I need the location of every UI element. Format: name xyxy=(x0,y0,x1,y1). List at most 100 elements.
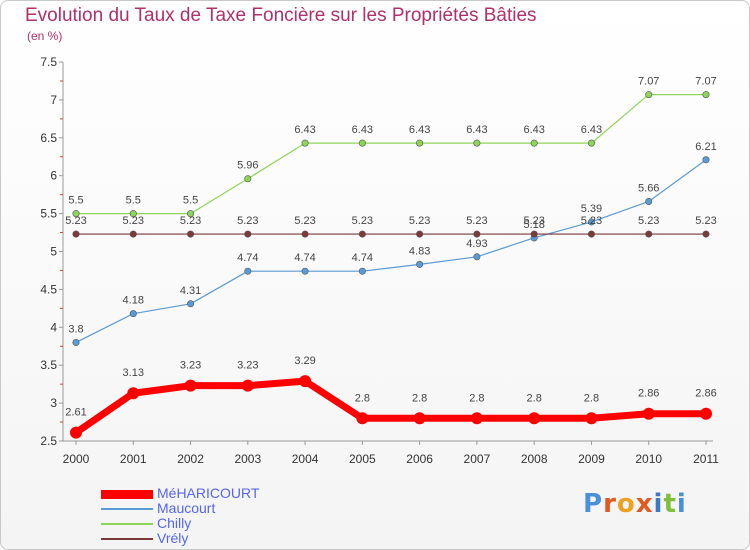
data-label: 5.96 xyxy=(237,160,258,172)
data-point xyxy=(702,156,710,164)
data-point xyxy=(470,412,483,425)
data-label: 2.8 xyxy=(584,392,599,404)
data-point xyxy=(585,412,598,425)
data-point xyxy=(530,139,538,147)
data-point xyxy=(473,139,481,147)
data-point xyxy=(702,91,710,99)
data-label: 5.5 xyxy=(183,195,198,207)
legend-label: Maucourt xyxy=(157,500,216,516)
x-tick-label: 2009 xyxy=(578,452,605,466)
y-tick-label: 6 xyxy=(50,169,57,183)
data-point xyxy=(358,267,366,275)
data-point xyxy=(301,267,309,275)
data-label: 5.23 xyxy=(638,215,659,227)
data-point xyxy=(127,387,140,400)
x-tick-label: 2002 xyxy=(177,452,204,466)
legend-label: Chilly xyxy=(157,515,192,531)
data-label: 6.43 xyxy=(581,124,602,136)
data-label: 5.23 xyxy=(523,215,544,227)
data-label: 2.86 xyxy=(638,388,659,400)
data-point xyxy=(413,412,426,425)
data-label: 2.8 xyxy=(469,392,484,404)
data-label: 5.39 xyxy=(581,203,602,215)
y-tick-label: 4 xyxy=(50,320,57,334)
x-tick-label: 2011 xyxy=(693,452,719,466)
data-label: 4.31 xyxy=(180,285,201,297)
data-point xyxy=(530,230,538,238)
y-tick-label: 4.5 xyxy=(40,282,57,296)
y-tick-label: 7.5 xyxy=(40,55,57,69)
data-label: 5.66 xyxy=(638,182,659,194)
data-label: 4.83 xyxy=(409,245,430,257)
data-label: 5.23 xyxy=(180,215,201,227)
data-label: 6.43 xyxy=(466,124,487,136)
chart-subtitle: (en %) xyxy=(27,29,63,43)
y-tick-label: 3.5 xyxy=(40,358,57,372)
data-point xyxy=(645,230,653,238)
data-point xyxy=(587,218,595,226)
data-label: 5.23 xyxy=(466,215,487,227)
y-tick-label: 5.5 xyxy=(40,207,57,221)
data-point xyxy=(416,260,424,268)
y-tick-label: 2.5 xyxy=(40,434,57,448)
legend-swatch xyxy=(101,538,153,540)
data-label: 4.74 xyxy=(352,252,373,264)
data-point xyxy=(187,210,195,218)
data-point xyxy=(72,210,80,218)
data-label: 5.23 xyxy=(352,215,373,227)
data-point xyxy=(587,230,595,238)
y-tick-label: 6.5 xyxy=(40,131,57,145)
data-point xyxy=(587,139,595,147)
data-label: 5.23 xyxy=(409,215,430,227)
data-label: 2.86 xyxy=(695,388,716,400)
data-label: 4.74 xyxy=(294,252,315,264)
data-point xyxy=(244,267,252,275)
data-label: 6.43 xyxy=(523,124,544,136)
data-point xyxy=(187,230,195,238)
data-point xyxy=(299,375,312,388)
chart-title: Evolution du Taux de Taxe Foncière sur l… xyxy=(25,5,537,26)
series-line-0 xyxy=(72,377,710,437)
series-line-2 xyxy=(75,93,707,215)
data-label: 3.23 xyxy=(237,360,258,372)
data-point xyxy=(528,412,541,425)
data-point xyxy=(301,230,309,238)
x-tick-label: 2010 xyxy=(635,452,662,466)
data-label: 5.23 xyxy=(695,215,716,227)
data-label: 2.61 xyxy=(65,407,86,419)
data-point xyxy=(645,91,653,99)
data-label: 4.93 xyxy=(466,238,487,250)
proxiti-logo: Proxiti xyxy=(583,489,687,519)
data-point xyxy=(642,407,655,420)
legend-swatch xyxy=(101,508,153,510)
data-label: 6.43 xyxy=(294,124,315,136)
data-point xyxy=(416,139,424,147)
data-point xyxy=(129,210,137,218)
data-point xyxy=(129,230,137,238)
data-label: 2.8 xyxy=(355,392,370,404)
data-label: 5.23 xyxy=(237,215,258,227)
legend-swatch xyxy=(101,489,153,499)
data-point xyxy=(70,426,82,439)
data-point xyxy=(187,300,195,308)
data-label: 5.5 xyxy=(126,195,141,207)
x-tick-label: 2005 xyxy=(349,452,376,466)
x-tick-label: 2000 xyxy=(63,452,90,466)
y-tick-label: 5 xyxy=(50,245,57,259)
series-line-1 xyxy=(75,159,707,344)
data-label: 7.07 xyxy=(638,76,659,88)
data-point xyxy=(72,338,80,346)
data-label: 6.43 xyxy=(352,124,373,136)
x-tick-label: 2003 xyxy=(234,452,261,466)
data-label: 3.13 xyxy=(123,367,144,379)
data-point xyxy=(358,230,366,238)
data-point xyxy=(645,197,653,205)
data-point xyxy=(473,253,481,261)
data-label: 3.8 xyxy=(68,323,83,335)
x-tick-label: 2001 xyxy=(120,452,147,466)
legend-swatch xyxy=(101,523,153,525)
x-tick-label: 2004 xyxy=(292,452,319,466)
data-label: 6.21 xyxy=(695,141,716,153)
x-tick-label: 2008 xyxy=(521,452,548,466)
